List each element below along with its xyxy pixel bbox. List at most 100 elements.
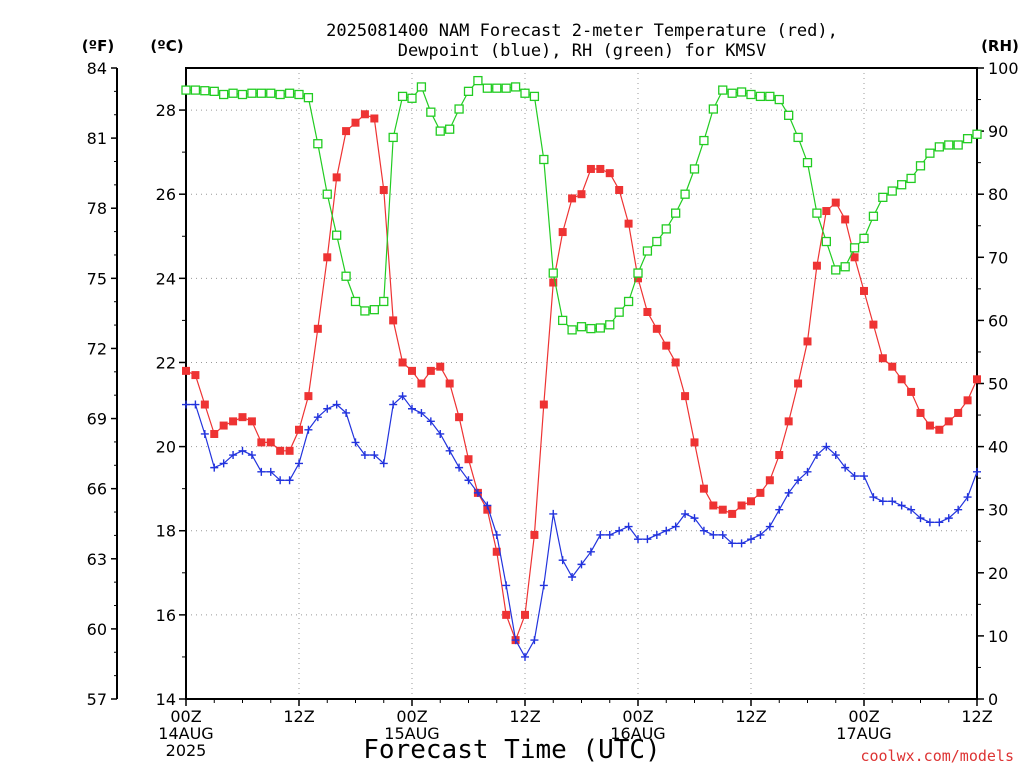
dewpoint-point bbox=[586, 547, 595, 556]
temperature-point bbox=[869, 320, 878, 329]
rh-point bbox=[642, 246, 653, 256]
dewpoint-point bbox=[229, 451, 238, 460]
rh-point bbox=[360, 306, 370, 316]
temperature-point bbox=[210, 429, 219, 438]
dewpoint-point bbox=[577, 560, 586, 569]
dewpoint-point bbox=[511, 636, 520, 645]
dewpoint-point bbox=[473, 488, 482, 497]
temperature-point bbox=[765, 476, 774, 485]
dewpoint-point bbox=[681, 509, 690, 518]
rh-tick-label: 70 bbox=[988, 248, 1008, 267]
rh-point bbox=[576, 322, 587, 332]
rh-point bbox=[614, 307, 624, 317]
dewpoint-point bbox=[436, 429, 445, 438]
rh-point bbox=[793, 132, 803, 143]
temperature-point bbox=[624, 219, 633, 228]
rh-point bbox=[181, 85, 191, 95]
rh-point bbox=[397, 91, 408, 102]
temperature-point bbox=[605, 169, 614, 178]
temperature-point bbox=[332, 173, 341, 182]
temperature-point bbox=[935, 425, 944, 434]
temperature-point bbox=[379, 185, 388, 194]
axes: 57 60 63 66 69 72 75 78 81 84 14 16 18 20 22 24 26 28 0 10 2… bbox=[87, 59, 1019, 760]
dewpoint-point bbox=[605, 530, 614, 539]
left-f-axis-unit: (ºF) bbox=[82, 37, 114, 55]
dewpoint-point bbox=[699, 526, 708, 535]
dewpoint-point bbox=[878, 497, 887, 506]
dewpoint-point bbox=[247, 451, 256, 460]
rh-point bbox=[379, 296, 389, 307]
dewpoint-point bbox=[709, 530, 718, 539]
dewpoint-point bbox=[464, 476, 473, 485]
rh-point bbox=[294, 89, 304, 100]
temperature-point bbox=[634, 274, 642, 283]
celsius-tick-label: 14 bbox=[156, 690, 176, 709]
dewpoint-point bbox=[285, 476, 294, 485]
chart-title-line-1: 2025081400 NAM Forecast 2-meter Temperat… bbox=[326, 21, 838, 41]
temperature-point bbox=[464, 455, 473, 464]
x-tick-label: 00Z bbox=[170, 707, 201, 726]
temperature-point bbox=[530, 530, 539, 539]
dewpoint-point bbox=[925, 518, 934, 527]
dewpoint-point bbox=[756, 530, 765, 539]
dewpoint-point bbox=[634, 535, 642, 544]
dewpoint-point bbox=[313, 413, 322, 422]
rh-point bbox=[463, 86, 474, 96]
temperature-point bbox=[925, 421, 934, 430]
dewpoint-point bbox=[304, 425, 313, 434]
dewpoint-point bbox=[944, 514, 953, 523]
rh-point bbox=[539, 154, 549, 165]
rh-point bbox=[605, 320, 615, 330]
rh-point bbox=[369, 305, 379, 315]
temperature-point bbox=[671, 358, 680, 367]
dewpoint-point bbox=[794, 476, 803, 485]
dewpoint-point bbox=[455, 463, 464, 472]
rh-tick-label: 20 bbox=[988, 564, 1008, 583]
rh-point bbox=[671, 208, 681, 218]
rh-point bbox=[435, 126, 445, 136]
rh-tick-label: 90 bbox=[988, 122, 1008, 141]
dewpoint-point bbox=[417, 408, 426, 417]
rh-point bbox=[736, 87, 747, 97]
rh-tick-label: 100 bbox=[988, 59, 1019, 78]
rh-point bbox=[454, 104, 464, 114]
rh-point bbox=[746, 89, 756, 100]
rh-point bbox=[972, 129, 982, 139]
rh-point bbox=[623, 296, 634, 307]
temperature-point bbox=[944, 417, 953, 426]
dewpoint-point bbox=[803, 467, 812, 476]
dewpoint-point bbox=[568, 573, 577, 582]
dewpoint-point bbox=[935, 518, 944, 527]
dewpoint-point bbox=[624, 522, 633, 531]
rh-point bbox=[256, 88, 266, 98]
x-axis-title: Forecast Time (UTC) bbox=[363, 735, 660, 765]
dewpoint-point bbox=[370, 451, 379, 460]
fahrenheit-tick-label: 81 bbox=[87, 129, 107, 148]
right-rh-axis-unit: (RH) bbox=[981, 37, 1019, 55]
temperature-point bbox=[436, 362, 445, 371]
dewpoint-point bbox=[182, 400, 190, 409]
rh-point bbox=[774, 94, 784, 105]
rh-point bbox=[831, 265, 841, 275]
dewpoint-point bbox=[191, 400, 200, 409]
rh-point bbox=[802, 157, 813, 168]
rh-point bbox=[482, 83, 492, 93]
temperature-point bbox=[229, 417, 238, 426]
temperature-point bbox=[596, 164, 605, 173]
left-c-axis-unit: (ºC) bbox=[150, 37, 183, 55]
dewpoint-point bbox=[973, 467, 981, 476]
dewpoint-point bbox=[219, 459, 228, 468]
dewpoint-point bbox=[238, 446, 247, 455]
temperature-point bbox=[775, 451, 784, 460]
x-tick-label: 14AUG bbox=[158, 724, 213, 743]
temperature-point bbox=[285, 446, 294, 455]
dewpoint-point bbox=[831, 451, 840, 460]
rh-point bbox=[962, 134, 973, 144]
dewpoint-point bbox=[323, 404, 332, 413]
rh-tick-label: 60 bbox=[988, 311, 1008, 330]
dewpoint-point bbox=[897, 501, 906, 510]
temperature-point bbox=[878, 354, 887, 363]
x-tick-label: 12Z bbox=[735, 707, 766, 726]
rh-point bbox=[812, 208, 822, 218]
temperature-point bbox=[191, 371, 200, 380]
